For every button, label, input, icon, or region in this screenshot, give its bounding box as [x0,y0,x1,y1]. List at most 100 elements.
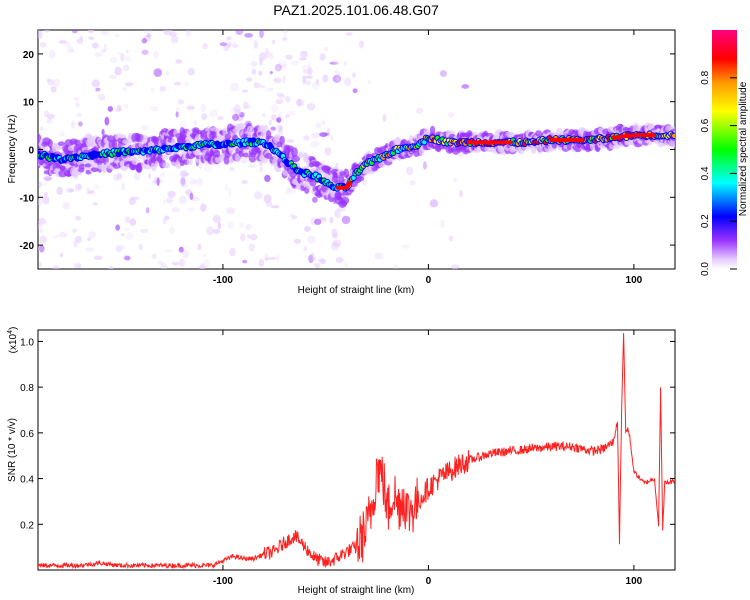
spectrogram-noise [307,67,313,76]
spectrogram-noise [117,104,122,112]
spectrogram-noise [87,237,91,241]
spectrogram-band [291,155,301,163]
spectrogram-band [90,167,99,173]
spectrogram-noise [65,188,75,193]
spectrogram-noise [341,215,351,225]
spectrogram-noise [60,252,64,258]
spectrogram-noise [200,103,207,113]
spectrogram-noise [415,107,424,115]
spectrogram-band [535,130,543,137]
spectrogram-noise [226,36,232,41]
spectrogram-noise [334,209,341,218]
spectrogram-noise [351,72,356,78]
spectrogram-x-axis-label: Height of straight line (km) [298,285,415,296]
spectrogram-noise [38,222,42,231]
spectrogram-noise [277,59,287,68]
spectrogram-noise [285,186,291,196]
spectrogram-noise [300,50,308,58]
spectrogram-noise [352,88,358,94]
spectrogram-noise [382,113,387,122]
spectrogram-noise [186,105,195,111]
spectrogram-noise [122,87,127,91]
spectrogram-noise [203,163,213,172]
spectrogram-noise [62,201,71,210]
spectrogram-noise [180,177,186,186]
spectrogram-noise [141,125,149,131]
spectrogram-noise [39,42,47,48]
spectrogram-noise [219,42,228,47]
spectrogram-noise [121,244,126,250]
spectrogram-noise [239,155,248,164]
spectrogram-noise [345,32,353,37]
spectrogram-noise [108,74,118,79]
spectrogram-noise [178,246,184,253]
spectrogram-noise [197,243,202,251]
spectrogram-noise [259,30,264,39]
spectrogram-noise [171,206,181,213]
spectrogram-noise [125,216,131,224]
spectrogram-noise [93,255,103,261]
spectrogram-noise [38,30,43,40]
spectrogram-noise [242,89,249,93]
spectrogram-noise [245,223,252,231]
spectrogram-noise [101,48,105,54]
spectrogram-noise [159,85,166,92]
spectrogram-noise [180,183,188,188]
spectrogram-band [162,162,171,169]
spectrogram-noise [306,103,316,111]
spectrogram-noise [358,40,365,49]
spectrogram-noise [170,35,179,44]
spectrogram-noise [145,207,150,214]
spectrogram-noise [212,228,221,234]
spectrogram-noise [334,69,340,76]
spectrogram-noise [270,205,279,209]
spectrogram-noise [77,183,82,191]
spectrogram-noise [107,105,114,112]
spectrogram-noise [253,82,261,89]
spectrogram-noise [185,30,191,37]
spectrogram-noise [113,173,120,182]
spectrogram-noise [52,234,61,239]
spectrogram-noise [100,30,110,36]
spectrogram-noise [319,216,326,222]
spectrogram-noise [304,226,311,232]
spectrogram-noise [286,139,295,143]
spectrogram-noise [201,113,208,121]
spectrogram-noise [247,234,251,239]
spectrogram-noise [38,245,45,253]
spectrogram-x-tick-label: -100 [213,275,233,286]
spectrogram-noise [448,235,454,242]
spectrogram-noise [330,241,339,251]
spectrogram-noise [59,132,65,137]
spectrogram-band [186,158,193,166]
spectrogram-noise [307,235,316,244]
spectrogram-x-tick-label: 0 [426,275,432,286]
spectrogram-noise [141,49,149,55]
spectrogram-noise [453,178,457,182]
spectrogram-noise [451,264,460,269]
spectrogram-heat [38,30,675,269]
spectrogram-noise [278,94,286,99]
spectrogram-y-axis-label: Frequency (Hz) [7,115,18,184]
spectrogram-noise [249,233,258,241]
spectrogram-noise [276,92,284,97]
spectrogram-noise [182,249,189,259]
spectrogram-noise [302,75,307,85]
spectrogram-band [131,158,140,165]
spectrogram-noise [251,68,257,75]
spectrogram-noise [124,255,131,261]
spectrogram-noise [280,64,288,70]
spectrogram-noise [125,55,132,62]
spectrogram-noise [39,228,44,234]
spectrogram-noise [241,179,248,184]
spectrogram-noise [312,196,318,203]
spectrogram-noise [227,220,234,229]
spectrogram-noise [73,240,78,248]
spectrogram-noise [153,50,160,59]
spectrogram-noise [270,52,274,61]
spectrogram-noise [141,37,148,44]
spectrogram-noise [153,68,163,77]
spectrogram-noise [175,111,179,118]
spectrogram-noise [258,258,265,267]
spectrogram-noise [282,75,286,84]
